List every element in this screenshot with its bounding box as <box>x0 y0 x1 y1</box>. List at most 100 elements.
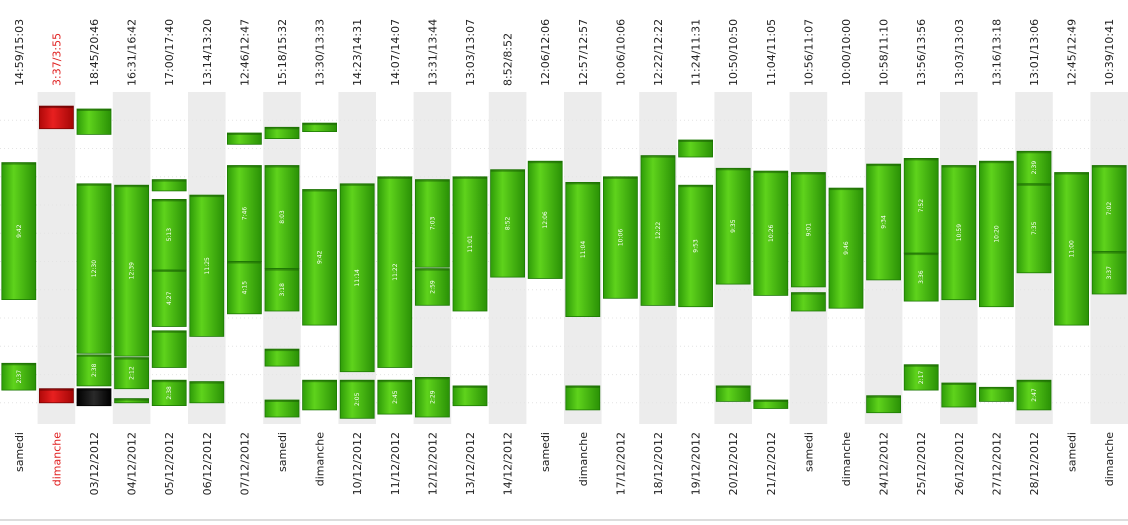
day-label: 13/12/2012 <box>464 432 477 495</box>
time-segment <box>979 386 1014 402</box>
span-label: 14:23/14:31 <box>351 19 364 86</box>
segment-edge <box>415 268 450 271</box>
day-label: 03/12/2012 <box>88 432 101 495</box>
time-segment <box>151 198 187 271</box>
segment-duration-label: 10:20 <box>993 225 1000 242</box>
segment-edge <box>152 199 187 202</box>
segment-edge <box>265 268 299 271</box>
day-label: samedi <box>1066 432 1079 472</box>
segment-edge <box>791 172 826 175</box>
segment-edge <box>114 357 149 360</box>
day-label: 26/12/2012 <box>953 432 966 495</box>
span-label: 14:59/15:03 <box>13 19 26 86</box>
segment-edge <box>77 183 111 186</box>
time-segment <box>678 139 713 158</box>
span-label: 10:58/11:10 <box>878 19 891 86</box>
segment-duration-label: 11:04 <box>580 241 587 258</box>
time-segment <box>151 330 187 368</box>
segment-edge <box>1092 251 1127 254</box>
time-segment <box>377 176 413 368</box>
segment-duration-label: 5:13 <box>166 228 173 242</box>
span-label: 16:31/16:42 <box>126 19 139 86</box>
segment-edge <box>753 171 788 174</box>
segment-duration-label: 8:03 <box>279 210 286 224</box>
segment-edge <box>340 183 375 186</box>
span-label: 13:31/13:44 <box>426 19 439 86</box>
day-label: samedi <box>13 432 26 472</box>
segment-edge <box>265 400 299 402</box>
segment-duration-label: 12:22 <box>655 222 662 239</box>
segment-duration-label: 2:38 <box>166 386 173 400</box>
segment-edge <box>904 364 939 367</box>
segment-edge <box>565 182 600 185</box>
segment-edge <box>829 188 863 191</box>
day-label: 25/12/2012 <box>915 432 928 495</box>
segment-duration-label: 3:37 <box>1106 266 1113 280</box>
day-label: 24/12/2012 <box>878 432 891 495</box>
time-segment <box>565 181 601 317</box>
day-label: dimanche <box>1103 432 1116 486</box>
segment-edge <box>528 161 563 164</box>
segment-edge <box>453 385 487 388</box>
segment-edge <box>39 106 74 109</box>
span-label: 11:24/11:31 <box>690 19 703 86</box>
time-segment <box>1 162 37 301</box>
day-label: samedi <box>276 432 289 472</box>
segment-duration-label: 8:52 <box>505 216 512 230</box>
time-segment <box>452 385 488 407</box>
segment-edge <box>979 387 1014 390</box>
segment-duration-label: 9:42 <box>16 224 23 238</box>
segment-edge <box>753 400 788 402</box>
span-label: 10:50/10:50 <box>727 19 740 86</box>
segment-duration-label: 9:42 <box>317 250 324 264</box>
segment-duration-label: 10:26 <box>768 224 775 241</box>
time-segment <box>1016 183 1052 274</box>
day-label: dimanche <box>577 432 590 486</box>
span-label: 13:01/13:06 <box>1028 19 1041 86</box>
segment-edge <box>603 176 638 179</box>
day-label: 21/12/2012 <box>765 432 778 495</box>
segment-duration-label: 7:52 <box>918 199 925 213</box>
time-segment <box>189 381 225 404</box>
segment-duration-label: 11:14 <box>354 269 361 286</box>
segment-edge <box>152 330 187 333</box>
span-label: 18:45/20:46 <box>88 19 101 86</box>
segment-duration-label: 4:27 <box>166 291 173 305</box>
segment-edge <box>490 169 525 172</box>
time-segment <box>903 252 939 302</box>
span-label: 3:37/3:55 <box>50 33 63 86</box>
segment-duration-label: 7:46 <box>241 207 248 221</box>
column-stripe <box>37 92 76 424</box>
segment-edge <box>77 388 111 391</box>
segment-edge <box>302 189 337 192</box>
span-label: 8:52/8:52 <box>502 33 515 86</box>
segment-duration-label: 2:17 <box>918 370 925 384</box>
time-segment <box>264 165 300 269</box>
segment-duration-label: 3:36 <box>918 270 925 284</box>
time-segment <box>603 176 638 299</box>
time-segment <box>866 395 901 414</box>
time-segment <box>1091 165 1127 253</box>
time-segment <box>264 348 300 367</box>
segment-duration-label: 11:01 <box>467 235 474 252</box>
segment-edge <box>1054 172 1089 175</box>
span-label: 12:06/12:06 <box>539 19 552 86</box>
time-segment <box>414 268 450 306</box>
span-label: 11:04/11:05 <box>765 19 778 86</box>
time-segment <box>302 379 338 411</box>
time-segment <box>490 169 526 278</box>
segment-edge <box>1092 165 1127 168</box>
segment-duration-label: 2:59 <box>429 280 436 294</box>
span-label: 13:30/13:33 <box>314 19 327 86</box>
segment-edge <box>377 380 412 383</box>
day-label: 11/12/2012 <box>389 432 402 495</box>
span-label: 10:06/10:06 <box>614 19 627 86</box>
span-label: 10:00/10:00 <box>840 19 853 86</box>
segment-edge <box>227 133 262 135</box>
day-label: samedi <box>539 432 552 472</box>
time-segment <box>828 187 864 309</box>
segment-duration-label: 2:45 <box>392 390 399 404</box>
segment-edge <box>227 165 262 168</box>
day-label: 27/12/2012 <box>990 432 1003 495</box>
segment-duration-label: 12:30 <box>91 260 98 277</box>
